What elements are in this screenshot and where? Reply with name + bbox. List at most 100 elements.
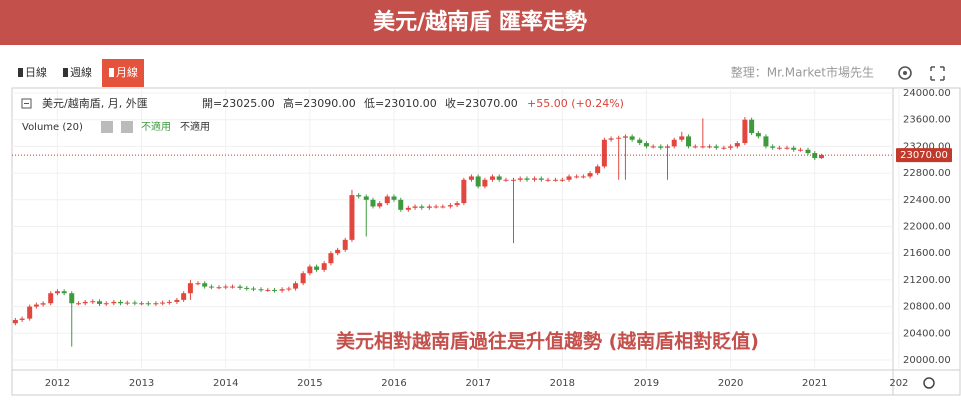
candle-body xyxy=(132,302,138,304)
candle xyxy=(566,174,572,182)
candle xyxy=(595,164,601,176)
candle-body xyxy=(742,119,748,144)
price-tag xyxy=(896,148,952,163)
interval-button[interactable]: 週線 xyxy=(70,65,92,79)
candle-body xyxy=(153,303,159,305)
candle-body xyxy=(433,206,439,208)
candle xyxy=(307,264,313,276)
candle-body xyxy=(805,149,811,154)
candle-body xyxy=(174,299,180,302)
candle xyxy=(524,176,530,182)
y-tick-label: 21600.00 xyxy=(903,248,951,259)
candle-body xyxy=(118,301,124,304)
symbol-label[interactable]: 美元/越南盾, 月, 外匯 xyxy=(42,96,148,110)
candle-body xyxy=(671,139,677,147)
candle xyxy=(166,299,172,305)
candle xyxy=(103,301,109,306)
candle xyxy=(54,289,60,296)
candle xyxy=(250,286,256,292)
candle-body xyxy=(559,179,565,181)
candle-body xyxy=(776,147,782,149)
candle xyxy=(342,237,348,252)
fullscreen-icon[interactable] xyxy=(930,66,945,81)
candle xyxy=(728,144,734,150)
candle xyxy=(124,300,130,306)
candle xyxy=(447,203,453,209)
candle xyxy=(489,174,495,182)
icon xyxy=(63,68,68,77)
candle-body xyxy=(721,147,727,149)
candle xyxy=(33,302,39,309)
collapse-icon[interactable] xyxy=(21,98,32,109)
candle xyxy=(791,145,797,152)
candle-body xyxy=(650,146,656,148)
candle-body xyxy=(237,286,243,288)
candle-body xyxy=(447,205,453,207)
volume-label[interactable]: Volume (20) xyxy=(22,122,83,133)
settings-icon[interactable] xyxy=(898,66,912,80)
candle-body xyxy=(686,136,692,147)
page-title: 美元/越南盾 匯率走勢 xyxy=(373,9,587,35)
candle-body xyxy=(580,176,586,178)
candle xyxy=(145,301,151,306)
candle xyxy=(40,301,46,307)
axis-settings-icon[interactable] xyxy=(923,377,935,389)
candle-body xyxy=(574,176,580,178)
candle-body xyxy=(755,133,761,137)
close-button[interactable] xyxy=(121,121,133,133)
candle xyxy=(208,284,214,290)
settings-button[interactable] xyxy=(101,121,113,133)
interval-button-active[interactable]: 月線 xyxy=(116,65,138,79)
candle-body xyxy=(286,288,292,290)
candle-body xyxy=(489,176,495,180)
price-tag-label: 23070.00 xyxy=(900,150,948,161)
candle-body xyxy=(208,286,214,288)
interval-button[interactable]: 日線 xyxy=(25,65,47,79)
candle-body xyxy=(314,266,320,270)
candle xyxy=(153,301,159,306)
candle xyxy=(286,286,292,292)
candle xyxy=(707,144,713,149)
candle xyxy=(419,204,425,210)
candle-body xyxy=(335,249,341,254)
candle-body xyxy=(166,301,172,303)
candle-body xyxy=(475,176,481,187)
candle xyxy=(482,177,488,189)
candle-body xyxy=(145,303,151,305)
title-bar xyxy=(0,0,961,45)
candle xyxy=(475,174,481,189)
candle xyxy=(532,176,538,182)
candle xyxy=(349,189,355,242)
candle-body xyxy=(749,119,755,134)
candle xyxy=(770,144,776,150)
candle-body xyxy=(103,303,109,305)
candle-body xyxy=(293,283,299,289)
candle xyxy=(132,300,138,306)
candle-body xyxy=(328,253,334,264)
candle-body xyxy=(707,146,713,148)
candle xyxy=(608,136,614,142)
candle-body xyxy=(643,143,649,147)
candle-body xyxy=(763,136,769,147)
candle xyxy=(82,299,88,306)
x-tick-label: 2018 xyxy=(550,378,575,389)
candle xyxy=(160,300,166,306)
candle-body xyxy=(139,303,145,305)
candle xyxy=(797,147,803,152)
y-tick-label: 21200.00 xyxy=(903,275,951,286)
y-tick-label: 23200.00 xyxy=(903,141,951,152)
candle xyxy=(265,287,271,292)
y-tick-label: 22000.00 xyxy=(903,221,951,232)
candle xyxy=(454,201,460,208)
candle-body xyxy=(300,273,306,284)
change-label: +55.00 (+0.24%) xyxy=(527,97,624,110)
candle-body xyxy=(461,179,467,204)
candle xyxy=(616,135,622,180)
candle xyxy=(97,299,103,306)
candle xyxy=(48,291,54,306)
y-tick-label: 23600.00 xyxy=(903,115,951,126)
candle xyxy=(496,174,502,182)
candle xyxy=(300,271,306,286)
candle xyxy=(511,177,517,244)
candle xyxy=(692,144,698,149)
